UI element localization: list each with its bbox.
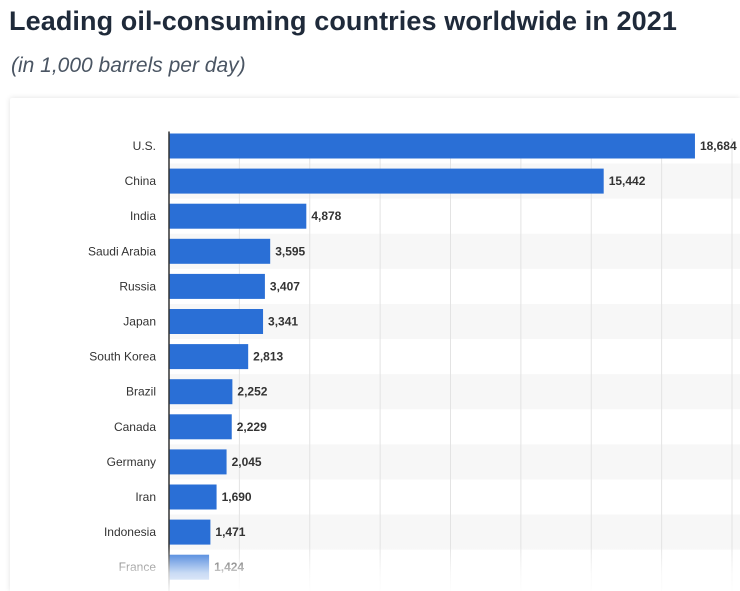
value-label: 1,471 [215, 525, 245, 539]
category-label: Saudi Arabia [88, 244, 156, 258]
bar [169, 238, 271, 264]
row-band [169, 514, 740, 550]
bar [169, 554, 210, 580]
row-band [169, 374, 740, 410]
category-label: Iran [135, 490, 156, 504]
bar [169, 309, 264, 334]
category-labels: U.S. China India Saudi Arabia Russia Japan Sou… [88, 139, 156, 574]
row-bands [169, 163, 740, 550]
chart-subtitle: (in 1,000 barrels per day) [11, 54, 246, 77]
bars [169, 133, 695, 580]
value-label: 3,595 [275, 244, 305, 258]
bar [169, 519, 211, 545]
row-band [169, 303, 740, 340]
category-label: Brazil [126, 385, 156, 399]
value-label: 2,229 [237, 420, 267, 434]
category-label: Japan [123, 315, 156, 329]
category-label: Germany [107, 455, 156, 469]
chart-title: Leading oil-consuming countries worldwid… [9, 6, 677, 36]
bar [169, 414, 232, 440]
bar [169, 168, 604, 194]
value-label: 1,424 [214, 560, 244, 574]
value-label: 2,045 [232, 455, 262, 469]
value-label: 18,684 [700, 139, 737, 153]
bar [169, 203, 307, 229]
category-label: China [125, 174, 157, 188]
bar [169, 133, 695, 159]
bar-chart: U.S. China India Saudi Arabia Russia Japan Sou… [88, 131, 740, 591]
category-label: India [130, 209, 156, 223]
value-label: 1,690 [222, 490, 252, 504]
category-label: South Korea [89, 350, 156, 364]
value-label: 4,878 [311, 209, 341, 223]
bar [169, 484, 217, 510]
category-label: Canada [114, 420, 156, 434]
row-band [169, 444, 740, 480]
value-label: 2,813 [253, 350, 283, 364]
bar [169, 344, 249, 370]
category-label: France [119, 560, 157, 574]
value-label: 2,252 [237, 385, 267, 399]
value-label: 3,407 [270, 279, 300, 293]
category-label: U.S. [133, 139, 156, 153]
chart-card: U.S. China India Saudi Arabia Russia Japan Sou… [10, 98, 740, 591]
value-label: 3,341 [268, 315, 298, 329]
bar [169, 379, 233, 405]
bar [169, 449, 227, 475]
category-label: Indonesia [104, 525, 156, 539]
category-label: Russia [119, 279, 156, 293]
value-label: 15,442 [609, 174, 646, 188]
bar [169, 273, 265, 299]
